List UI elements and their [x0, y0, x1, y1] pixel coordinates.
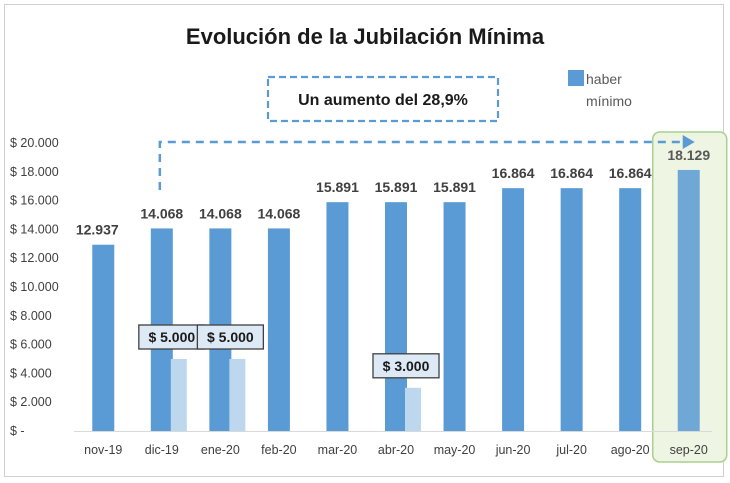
y-tick-label: $ 10.000 [10, 280, 59, 294]
bar-haber-minimo [443, 202, 466, 431]
bono-callout-label: $ 5.000 [207, 329, 254, 345]
x-tick-label: ene-20 [201, 443, 240, 457]
y-tick-label: $ 14.000 [10, 222, 59, 236]
x-tick-label: abr-20 [378, 443, 414, 457]
bar-haber-minimo [92, 244, 115, 431]
bono-callout-box [138, 324, 206, 350]
legend-label-line2: mínimo [586, 93, 632, 109]
y-tick-label: $ 8.000 [10, 309, 52, 323]
data-label: 14.068 [140, 205, 183, 221]
x-tick-label: sep-20 [670, 443, 708, 457]
bono-callout-label: $ 3.000 [383, 358, 430, 374]
bar-haber-minimo [502, 188, 525, 431]
x-tick-label: mar-20 [318, 443, 358, 457]
data-label: 16.864 [550, 165, 593, 181]
bar-haber-minimo [267, 228, 290, 431]
bar-haber-minimo [326, 202, 349, 431]
bar-haber-minimo [560, 188, 583, 431]
bar-haber-minimo [677, 169, 700, 432]
data-label: 16.864 [492, 165, 535, 181]
y-tick-label: $ 6.000 [10, 338, 52, 352]
bono-callout-box [196, 324, 265, 350]
bar-haber-minimo [619, 188, 642, 431]
bar-bono [405, 387, 421, 431]
x-tick-label: nov-19 [84, 443, 122, 457]
data-label: 18.129 [667, 147, 710, 163]
y-tick-label: $ 20.000 [10, 136, 59, 150]
y-tick-label: $ 16.000 [10, 194, 59, 208]
x-tick-label: ago-20 [611, 443, 650, 457]
y-tick-label: $ 4.000 [10, 366, 52, 380]
annotation-text: Un aumento del 28,9% [298, 92, 468, 109]
x-tick-label: jul-20 [555, 443, 587, 457]
data-label: 15.891 [433, 179, 476, 195]
bono-callout-label: $ 5.000 [148, 329, 195, 345]
y-tick-label: $ - [10, 424, 25, 438]
bar-bono [229, 359, 246, 431]
annotation-box [266, 75, 500, 123]
increase-arrow-head [682, 135, 695, 149]
chart-title: Evolución de la Jubilación Mínima [186, 24, 545, 49]
bar-bono [170, 359, 187, 431]
data-label: 14.068 [257, 205, 300, 221]
data-label: 14.068 [199, 205, 242, 221]
y-tick-label: $ 18.000 [10, 165, 59, 179]
data-label: 15.891 [316, 179, 359, 195]
data-label: 12.937 [76, 222, 119, 238]
x-tick-label: may-20 [434, 443, 476, 457]
x-tick-label: feb-20 [261, 443, 296, 457]
data-label: 16.864 [609, 165, 652, 181]
x-tick-label: dic-19 [145, 443, 179, 457]
data-label: 15.891 [375, 179, 418, 195]
bono-callout-box [372, 353, 440, 379]
y-tick-label: $ 12.000 [10, 251, 59, 265]
y-tick-label: $ 2.000 [10, 395, 52, 409]
x-tick-label: jun-20 [495, 443, 531, 457]
legend-label-line1: haber [586, 71, 622, 87]
increase-arrow-line [158, 140, 683, 190]
legend-swatch [568, 70, 584, 86]
bar-haber-minimo [385, 202, 407, 431]
